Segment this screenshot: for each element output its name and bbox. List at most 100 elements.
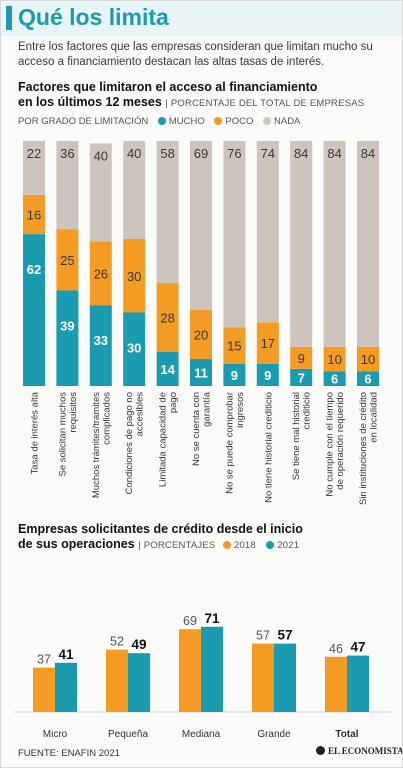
bar-value-label: 84 <box>361 146 375 161</box>
bar-segment-mucho <box>357 371 379 386</box>
category-label-line: Tasa de interés alta <box>30 391 41 474</box>
bar-value-label: 84 <box>327 146 341 161</box>
chart2-title: Empresas solicitantes de crédito desde e… <box>18 522 393 553</box>
title-accent-bar <box>6 6 12 30</box>
bar-value-label: 39 <box>60 318 74 333</box>
category-label-line: No cumple con el tiempo <box>325 392 336 497</box>
bar-value-label: 57 <box>256 629 270 643</box>
chart1-units-separator: | <box>165 98 171 109</box>
chart1-title: Factores que limitaron el acceso al fina… <box>18 80 393 111</box>
bar-value-label: 30 <box>127 269 141 284</box>
category-label-line: Se solicitan muchos <box>57 392 68 477</box>
category-label: Micro <box>43 729 68 740</box>
bar-value-label: 9 <box>231 368 238 383</box>
bar-value-label: 36 <box>60 146 74 161</box>
category-label-line: pago <box>168 392 179 413</box>
category-label: Limitada capacidad de pago <box>158 392 180 487</box>
category-label: Condiciones de pago no accesibles <box>124 392 146 495</box>
legend-2018-label: 2018 <box>233 540 256 551</box>
bar-value-label: 57 <box>277 628 292 643</box>
bar-value-label: 30 <box>127 341 141 356</box>
bar-value-label: 7 <box>298 370 305 385</box>
bar-value-label: 9 <box>264 368 271 383</box>
category-label: No tiene historial crediticio <box>263 392 274 503</box>
bar-segment-nada <box>156 141 179 284</box>
category-label-line: Se tiene mal historial <box>291 392 302 480</box>
page-subtitle: Entre los factores que las empresas cons… <box>18 41 373 68</box>
bar-value-label: 17 <box>261 336 275 351</box>
bar-value-label: 69 <box>183 614 197 628</box>
bar-value-label: 25 <box>60 253 74 268</box>
bar-segment-mucho <box>89 305 112 386</box>
bar-segment-nada <box>223 141 246 328</box>
chart2-units: PORCENTAJES <box>143 540 216 551</box>
bar-2021 <box>55 662 77 712</box>
chart1-units: PORCENTAJE DEL TOTAL DE EMPRESAS <box>170 98 365 109</box>
bar-value-label: 49 <box>131 637 146 652</box>
bar-segment-nada <box>190 141 212 311</box>
category-label-line: garantía <box>202 391 213 427</box>
bar-segment-mucho <box>123 312 146 386</box>
publisher-logo-text: EL ECONOMISTA <box>328 746 403 756</box>
category-label-line: Muchos trámites/tramites <box>91 392 102 498</box>
bar-value-label: 40 <box>127 146 141 161</box>
bar-value-label: 52 <box>110 635 124 649</box>
bar-segment-poco <box>56 229 79 291</box>
legend-nada-label: NADA <box>274 116 301 127</box>
bar-2018 <box>179 629 201 712</box>
category-label-line: requisitos <box>68 392 79 433</box>
chart2-title-line1: Empresas solicitantes de crédito desde e… <box>18 522 303 536</box>
bar-2021 <box>274 643 296 712</box>
bar-segment-poco <box>190 310 212 360</box>
bar-segment-nada <box>123 141 146 239</box>
bar-2018 <box>33 667 55 712</box>
category-label: No cumple con el tiempo de operación requ… <box>325 392 347 497</box>
bar-value-label: 74 <box>261 146 275 161</box>
chart2-units-separator: | <box>138 540 144 551</box>
bar-segment-mucho <box>290 368 313 386</box>
legend-2021-swatch <box>266 541 275 549</box>
category-label-line: No se cuenta con <box>191 392 202 466</box>
legend-2018-swatch <box>222 541 231 549</box>
bar-value-label: 58 <box>160 146 174 161</box>
bar-segment-nada <box>56 141 79 230</box>
bar-segment-mucho <box>223 363 246 386</box>
bar-segment-mucho <box>23 234 45 386</box>
bar-segment-nada <box>256 141 279 323</box>
bar-segment-nada <box>357 141 379 347</box>
bar-segment-poco <box>323 346 346 372</box>
bar-segment-nada <box>290 141 313 347</box>
category-label: No se puede comprobar ingresos <box>224 392 246 494</box>
bar-value-label: 22 <box>27 146 41 161</box>
category-label: Pequeña <box>108 729 148 740</box>
category-label-line: No se puede comprobar <box>224 392 235 494</box>
title-band <box>0 0 403 36</box>
chart2-title-line2: de sus operaciones <box>18 537 135 551</box>
bar-value-label: 46 <box>329 642 343 656</box>
bar-value-label: 6 <box>364 372 371 387</box>
bar-value-label: 37 <box>37 653 51 667</box>
bar-value-label: 33 <box>94 333 108 348</box>
bar-2018 <box>252 643 274 712</box>
bar-value-label: 47 <box>350 640 365 655</box>
bar-value-label: 62 <box>27 262 41 277</box>
category-label-line: crediticio <box>302 392 313 430</box>
category-label: No se cuenta con garantía <box>191 391 213 466</box>
chart1-title-line2: en los últimos 12 meses <box>18 95 162 109</box>
bar-segment-mucho <box>323 371 346 386</box>
bar-value-label: 6 <box>331 372 338 387</box>
category-label-line: No tiene historial crediticio <box>263 392 274 503</box>
bar-2021 <box>201 626 223 712</box>
bar-segment-poco <box>357 346 379 372</box>
category-label-line: ingresos <box>235 392 246 428</box>
category-label: Tasa de interés alta <box>30 391 41 474</box>
legend-mucho-swatch <box>157 117 166 125</box>
category-label: Sin instituciones de crédito en localidad <box>358 392 380 505</box>
category-label: Se tiene mal historial crediticio <box>291 392 313 480</box>
chart1-legend: POR GRADO DE LIMITACIÓN MUCHO POCO NADA <box>18 116 300 127</box>
legend-nada-swatch <box>263 117 271 125</box>
bar-segment-poco <box>256 322 279 364</box>
bar-segment-nada <box>89 143 112 242</box>
category-label-line: Sin instituciones de crédito <box>358 392 369 505</box>
bar-segment-nada <box>323 141 346 347</box>
